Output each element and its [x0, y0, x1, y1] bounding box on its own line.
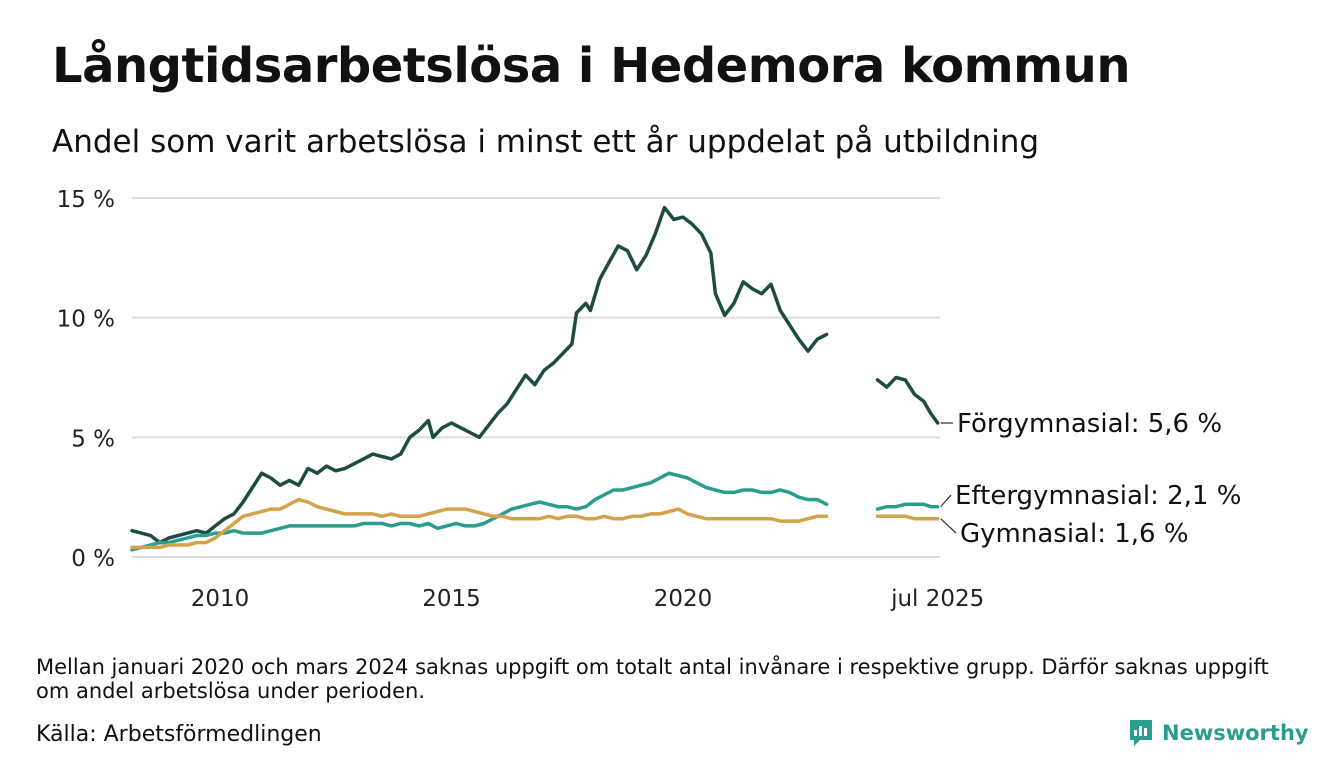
- end-label-connector: [940, 518, 957, 534]
- y-tick-label: 15 %: [57, 187, 115, 213]
- series-lines: [130, 205, 940, 552]
- y-axis-labels: 0 % 5 % 10 % 15 %: [57, 187, 115, 572]
- x-tick-label: 2020: [654, 586, 713, 612]
- chart-title: Långtidsarbetslösa i Hedemora kommun: [52, 38, 1130, 94]
- newsworthy-logo[interactable]: Newsworthy: [1128, 716, 1309, 750]
- newsworthy-logo-text: Newsworthy: [1162, 721, 1309, 745]
- series-line-forgymnasial-1: [875, 375, 940, 425]
- footnote: Mellan januari 2020 och mars 2024 saknas…: [36, 655, 1269, 703]
- source-label: Källa: Arbetsförmedlingen: [36, 722, 322, 747]
- series-end-labels: Förgymnasial: 5,6 % Eftergymnasial: 2,1 %…: [940, 409, 1241, 549]
- y-tick-label: 5 %: [71, 426, 115, 452]
- series-line-forgymnasial-0: [130, 205, 829, 545]
- x-tick-label: 2010: [191, 586, 250, 612]
- newsworthy-logo-icon: [1130, 720, 1152, 746]
- y-tick-label: 10 %: [57, 307, 115, 333]
- chart-subtitle: Andel som varit arbetslösa i minst ett å…: [52, 124, 1040, 160]
- series-line-eftergymnasial-1: [875, 502, 940, 511]
- end-label-connector: [940, 494, 952, 508]
- end-label-gymnasial: Gymnasial: 1,6 %: [960, 519, 1189, 549]
- x-axis-labels: 2010 2015 2020 jul 2025: [191, 586, 985, 612]
- series-line-eftergymnasial-0: [130, 471, 829, 552]
- grid-lines: [132, 197, 940, 558]
- line-chart: 0 % 5 % 10 % 15 % 2010 2015 2020 jul 2025 Förg…: [57, 187, 1242, 612]
- x-tick-label: 2015: [422, 586, 481, 612]
- end-label-forgymnasial: Förgymnasial: 5,6 %: [957, 409, 1222, 439]
- end-label-eftergymnasial: Eftergymnasial: 2,1 %: [955, 481, 1241, 511]
- x-tick-label: jul 2025: [890, 586, 984, 612]
- series-line-gymnasial-0: [130, 497, 829, 550]
- series-line-gymnasial-1: [875, 514, 940, 521]
- y-tick-label: 0 %: [71, 546, 115, 572]
